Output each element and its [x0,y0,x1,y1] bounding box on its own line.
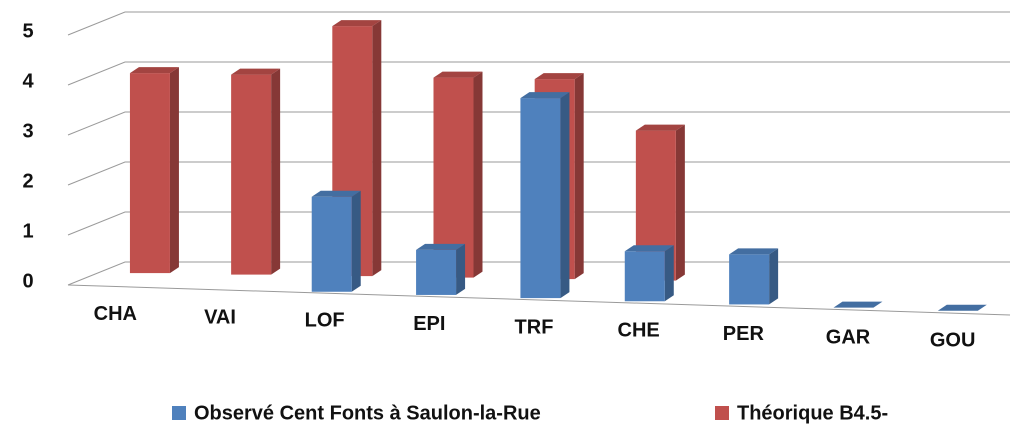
legend-swatch [172,406,186,420]
bar-front [311,196,352,292]
bar-side [560,92,570,299]
y-tick-label: 3 [22,120,33,142]
grid-line [67,211,1010,236]
x-tick-label: GOU [930,330,976,352]
bar-side [473,71,483,278]
legend-label: Observé Cent Fonts à Saulon-la-Rue [194,402,541,424]
bar-top [416,243,466,250]
bar-top [534,73,584,80]
bar [416,243,466,295]
legend-swatch [715,406,729,420]
bar-side [351,190,361,292]
bar-top [729,248,779,255]
legend: Observé Cent Fonts à Saulon-la-Rue Théori… [172,402,888,424]
grid-line [67,11,1010,36]
bar-front [624,251,665,302]
bar [129,67,179,274]
x-tick-label: CHE [618,320,660,342]
bar [729,248,779,305]
bar-top [311,190,361,197]
bar-top [520,92,570,99]
x-tick-label: CHA [94,303,137,325]
x-tick-label: LOF [305,310,345,332]
bar-side [372,20,382,277]
x-tick-label: PER [723,323,765,345]
grid-line [67,61,1010,86]
bar-top [635,124,685,131]
bar [520,92,570,299]
bar-top [937,304,987,311]
bar-front [416,249,457,295]
bar-front [231,74,272,275]
x-tick-label: EPI [413,313,445,335]
bar-side [675,124,685,281]
grid-line [67,261,1010,286]
bar-side [664,245,674,302]
bar [624,245,674,302]
y-tick-label: 4 [22,70,34,92]
bar-side [769,248,779,305]
y-tick-label: 2 [22,170,33,192]
labels: 0 1 2 3 4 5 CHA VAI LOF EPI TRF CHE PER GAR GOU [22,20,975,351]
bar-side [271,68,281,275]
y-tick-label: 1 [22,220,33,242]
bar-top [332,20,382,27]
axis [67,284,1011,316]
bar-front [729,254,770,305]
bar-top [624,245,674,252]
x-tick-label: GAR [826,326,871,348]
bars [129,20,987,311]
bar-top [231,68,281,75]
legend-label: Théorique B4.5- [737,402,888,424]
bar-front [129,73,170,274]
bar [833,301,883,308]
x-tick-label: TRF [515,316,554,338]
bar [311,190,361,292]
bar-side [169,67,179,274]
bar [231,68,281,275]
bar-front [520,98,561,299]
bar-top [433,71,483,78]
x-tick-label: VAI [204,306,236,328]
y-tick-label: 5 [22,20,33,42]
grid [67,11,1011,316]
bar-side [574,73,584,280]
bar-top [129,67,179,74]
grid-line [67,161,1010,186]
bar [937,304,987,311]
y-tick-label: 0 [22,270,33,292]
bar-top [833,301,883,308]
bar-side [456,243,466,295]
grid-line [67,111,1010,136]
